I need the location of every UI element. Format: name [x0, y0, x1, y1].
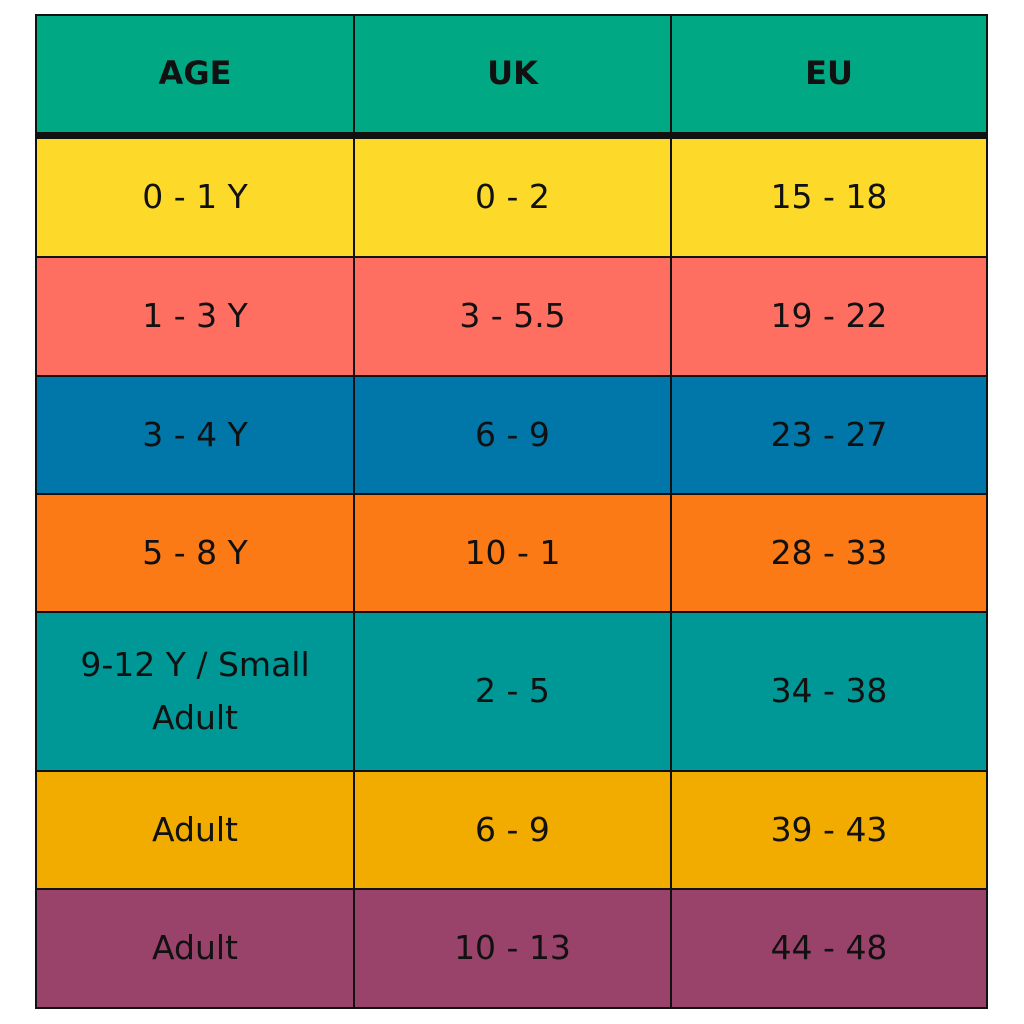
table-cell: 44 - 48: [672, 890, 986, 1007]
header-cell: EU: [672, 16, 986, 132]
table-row: Adult 10 - 13 44 - 48: [37, 890, 986, 1007]
table-cell: 3 - 5.5: [355, 258, 672, 375]
table-cell: 10 - 1: [355, 495, 672, 611]
table-cell: Adult: [37, 890, 355, 1007]
table-row: 9-12 Y / Small Adult 2 - 5 34 - 38: [37, 613, 986, 770]
table-cell: 34 - 38: [672, 613, 986, 770]
table-cell: 0 - 2: [355, 139, 672, 256]
table-cell: 6 - 9: [355, 772, 672, 888]
table-row: Adult 6 - 9 39 - 43: [37, 772, 986, 888]
table-cell: 0 - 1 Y: [37, 139, 355, 256]
header-row: AGE UK EU: [37, 16, 986, 132]
table-cell: 28 - 33: [672, 495, 986, 611]
table-cell: 9-12 Y / Small Adult: [37, 613, 355, 770]
table-cell: 1 - 3 Y: [37, 258, 355, 375]
table-cell: Adult: [37, 772, 355, 888]
table-cell: 15 - 18: [672, 139, 986, 256]
table-cell: 23 - 27: [672, 377, 986, 493]
table-cell: 39 - 43: [672, 772, 986, 888]
table-cell: 10 - 13: [355, 890, 672, 1007]
table-cell: 19 - 22: [672, 258, 986, 375]
table-cell: 3 - 4 Y: [37, 377, 355, 493]
header-cell: AGE: [37, 16, 355, 132]
header-cell: UK: [355, 16, 672, 132]
table-cell: 5 - 8 Y: [37, 495, 355, 611]
table-row: 5 - 8 Y 10 - 1 28 - 33: [37, 495, 986, 611]
table-cell: 6 - 9: [355, 377, 672, 493]
table-cell: 2 - 5: [355, 613, 672, 770]
